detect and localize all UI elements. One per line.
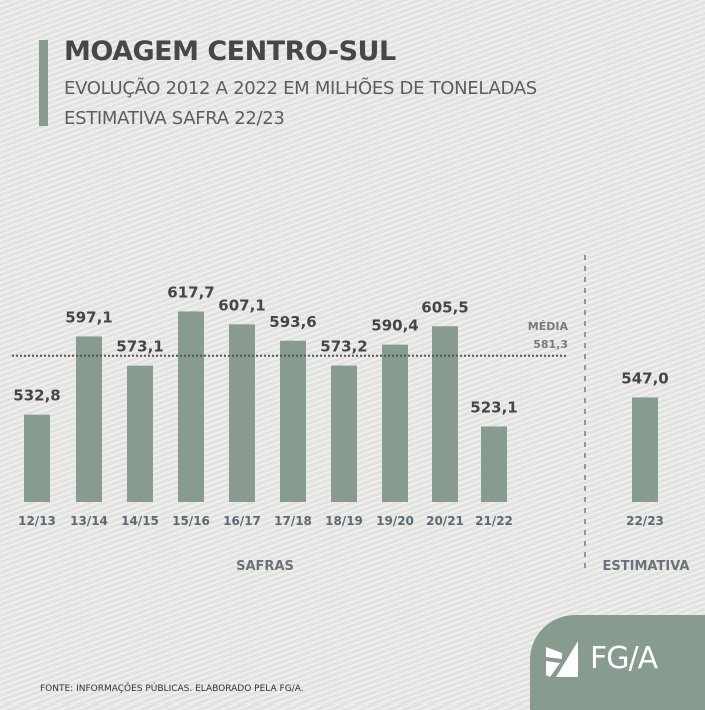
logo-text: FG/A — [590, 641, 658, 676]
value-label: 607,1 — [218, 296, 265, 314]
bar-22/23 — [632, 397, 658, 502]
bar-18/19 — [331, 365, 357, 502]
category-label: 15/16 — [172, 514, 210, 528]
bar-14/15 — [127, 365, 153, 502]
value-label: 617,7 — [167, 283, 214, 301]
bar-12/13 — [24, 414, 50, 502]
group-label-safras: SAFRAS — [236, 559, 294, 574]
chart-subtitle: EVOLUÇÃO 2012 A 2022 EM MILHÕES DE TONEL… — [64, 78, 537, 99]
category-label: 13/14 — [70, 514, 108, 528]
category-label: 21/22 — [475, 514, 513, 528]
value-label: 573,1 — [116, 338, 163, 356]
bar-13/14 — [76, 336, 102, 502]
category-label: 22/23 — [626, 514, 664, 528]
chart-subtitle-estimate: ESTIMATIVA SAFRA 22/23 — [64, 108, 285, 129]
value-label: 590,4 — [371, 317, 418, 335]
category-label: 17/18 — [274, 514, 312, 528]
bar-19/20 — [382, 344, 408, 502]
source-footnote: FONTE: INFORMAÇÕES PÚBLICAS. ELABORADO P… — [40, 684, 304, 694]
value-label: 523,1 — [470, 398, 517, 416]
value-label: 532,8 — [13, 387, 60, 405]
fga-logo: FG/A — [530, 615, 705, 710]
category-label: 16/17 — [223, 514, 261, 528]
value-label: 597,1 — [65, 309, 112, 327]
logo-mark-icon — [546, 641, 578, 677]
title-accent-bar — [39, 40, 48, 126]
category-label: 20/21 — [426, 514, 464, 528]
category-label: 19/20 — [376, 514, 414, 528]
value-label: 573,2 — [320, 338, 367, 356]
average-value: 581,3 — [533, 338, 568, 351]
value-label: 605,5 — [421, 298, 468, 316]
bar-17/18 — [280, 340, 306, 502]
category-label: 12/13 — [18, 514, 56, 528]
value-label: 547,0 — [621, 369, 668, 387]
average-label: MÉDIA — [528, 320, 569, 333]
bar-16/17 — [229, 324, 255, 502]
chart-title: MOAGEM CENTRO-SUL — [64, 36, 396, 67]
category-label: 18/19 — [325, 514, 363, 528]
category-label: 14/15 — [121, 514, 159, 528]
bar-21/22 — [481, 426, 507, 502]
bar-15/16 — [178, 311, 204, 502]
group-label-estimativa: ESTIMATIVA — [603, 559, 690, 574]
bar-20/21 — [432, 326, 458, 502]
value-label: 593,6 — [269, 313, 316, 331]
